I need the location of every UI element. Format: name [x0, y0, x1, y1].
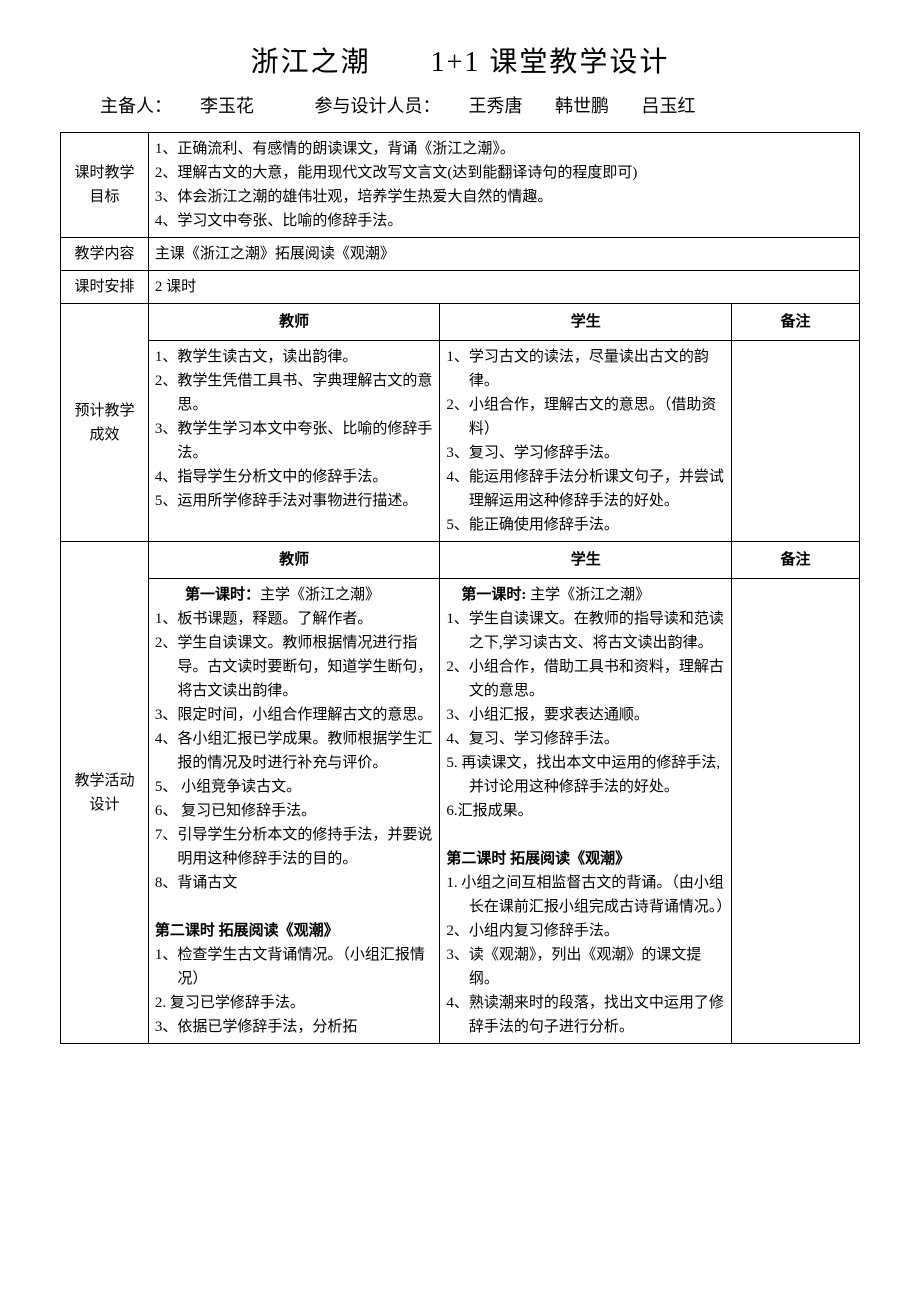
activity-teacher-item: 8、背诵古文 [155, 871, 433, 895]
activity-teacher-item: 3、限定时间，小组合作理解古文的意思。 [155, 703, 433, 727]
participant-2: 韩世鹏 [555, 96, 609, 116]
activity-student-item: 6.汇报成果。 [446, 799, 725, 823]
effect-student-item: 1、学习古文的读法，尽量读出古文的韵律。 [446, 345, 725, 393]
activity-student-item: 4、熟读潮来时的段落，找出文中运用了修辞手法的句子进行分析。 [446, 991, 725, 1039]
teacher-header: 教师 [148, 304, 439, 341]
page-title: 浙江之潮 1+1 课堂教学设计 [60, 40, 860, 80]
lesson2-heading: 第二课时 拓展阅读《观潮》 [155, 919, 433, 943]
activity-student-item: 5. 再读课文，找出本文中运用的修辞手法,并讨论用这种修辞手法的好处。 [446, 751, 725, 799]
activity-note-cell [732, 579, 860, 1044]
schedule-value: 2 课时 [148, 271, 859, 304]
effect-student-item: 5、能正确使用修辞手法。 [446, 513, 725, 537]
effect-note-cell [732, 341, 860, 542]
effect-label: 预计教学 成效 [61, 304, 149, 542]
activity-teacher-item: 2、学生自读课文。教师根据情况进行指导。古文读时要断句，知道学生断句，将古文读出… [155, 631, 433, 703]
preparer-name: 李玉花 [200, 96, 254, 116]
preparer-label: 主备人： [100, 96, 172, 116]
activity-student-cell: 第一课时: 主学《浙江之潮》 1、学生自读课文。在教师的指导读和范读之下,学习读… [440, 579, 732, 1044]
activity-header-row: 教学活动 设计 教师 学生 备注 [61, 542, 860, 579]
effect-teacher-item: 2、教学生凭借工具书、字典理解古文的意思。 [155, 369, 433, 417]
activity-content-row: 第一课时：主学《浙江之潮》 1、板书课题，释题。了解作者。 2、学生自读课文。教… [61, 579, 860, 1044]
lesson1-tail-student: 主学《浙江之潮》 [526, 587, 650, 603]
effect-student-item: 4、能运用修辞手法分析课文句子，并尝试理解运用这种修辞手法的好处。 [446, 465, 725, 513]
lesson-plan-table: 课时教学 目标 1、正确流利、有感情的朗读课文，背诵《浙江之潮》。 2、理解古文… [60, 132, 860, 1044]
goal-item: 1、正确流利、有感情的朗读课文，背诵《浙江之潮》。 [155, 137, 853, 161]
authors-line: 主备人： 李玉花 参与设计人员： 王秀唐 韩世鹏 吕玉红 [60, 92, 860, 118]
activity-student-item: 2、小组合作，借助工具书和资料，理解古文的意思。 [446, 655, 725, 703]
goals-content: 1、正确流利、有感情的朗读课文，背诵《浙江之潮》。 2、理解古文的大意，能用现代… [148, 133, 859, 238]
activity-student-item: 1. 小组之间互相监督古文的背诵。（由小组长在课前汇报小组完成古诗背诵情况。） [446, 871, 725, 919]
schedule-label: 课时安排 [61, 271, 149, 304]
activity-teacher-item: 2. 复习已学修辞手法。 [155, 991, 433, 1015]
effect-teacher-item: 5、运用所学修辞手法对事物进行描述。 [155, 489, 433, 513]
note-header-2: 备注 [732, 542, 860, 579]
activity-teacher-item: 1、检查学生古文背诵情况。（小组汇报情况） [155, 943, 433, 991]
participant-3: 吕玉红 [642, 96, 696, 116]
effect-teacher-item: 1、教学生读古文，读出韵律。 [155, 345, 433, 369]
activity-teacher-item: 7、引导学生分析本文的修持手法，并要说明用这种修辞手法的目的。 [155, 823, 433, 871]
goal-item: 3、体会浙江之潮的雄伟壮观，培养学生热爱大自然的情趣。 [155, 185, 853, 209]
lesson-plan-page: 浙江之潮 1+1 课堂教学设计 主备人： 李玉花 参与设计人员： 王秀唐 韩世鹏 吕… [0, 0, 920, 1084]
schedule-row: 课时安排 2 课时 [61, 271, 860, 304]
activity-student-item: 3、小组汇报，要求表达通顺。 [446, 703, 725, 727]
goals-row: 课时教学 目标 1、正确流利、有感情的朗读课文，背诵《浙江之潮》。 2、理解古文… [61, 133, 860, 238]
activity-teacher-item: 3、依据已学修辞手法，分析拓 [155, 1015, 433, 1039]
participants-label: 参与设计人员： [315, 96, 441, 116]
content-value: 主课《浙江之潮》拓展阅读《观潮》 [148, 238, 859, 271]
activity-label: 教学活动 设计 [61, 542, 149, 1044]
content-label: 教学内容 [61, 238, 149, 271]
effect-student-cell: 1、学习古文的读法，尽量读出古文的韵律。 2、小组合作，理解古文的意思。（借助资… [440, 341, 732, 542]
lesson1-heading-student: 第一课时: [446, 587, 526, 603]
effect-student-item: 3、复习、学习修辞手法。 [446, 441, 725, 465]
activity-teacher-item: 4、各小组汇报已学成果。教师根据学生汇报的情况及时进行补充与评价。 [155, 727, 433, 775]
effect-student-item: 2、小组合作，理解古文的意思。（借助资料） [446, 393, 725, 441]
effect-header-row: 预计教学 成效 教师 学生 备注 [61, 304, 860, 341]
activity-student-item: 1、学生自读课文。在教师的指导读和范读之下,学习读古文、将古文读出韵律。 [446, 607, 725, 655]
activity-teacher-cell: 第一课时：主学《浙江之潮》 1、板书课题，释题。了解作者。 2、学生自读课文。教… [148, 579, 439, 1044]
participant-1: 王秀唐 [469, 96, 523, 116]
lesson1-heading: 第一课时： [155, 587, 260, 603]
student-header: 学生 [440, 304, 732, 341]
lesson2-heading-student: 第二课时 拓展阅读《观潮》 [446, 847, 725, 871]
teacher-header-2: 教师 [148, 542, 439, 579]
activity-teacher-item: 1、板书课题，释题。了解作者。 [155, 607, 433, 631]
activity-teacher-item: 6、 复习已知修辞手法。 [155, 799, 433, 823]
effect-teacher-cell: 1、教学生读古文，读出韵律。 2、教学生凭借工具书、字典理解古文的意思。 3、教… [148, 341, 439, 542]
activity-student-item: 4、复习、学习修辞手法。 [446, 727, 725, 751]
effect-content-row: 1、教学生读古文，读出韵律。 2、教学生凭借工具书、字典理解古文的意思。 3、教… [61, 341, 860, 542]
activity-teacher-item: 5、 小组竞争读古文。 [155, 775, 433, 799]
goals-label: 课时教学 目标 [61, 133, 149, 238]
note-header: 备注 [732, 304, 860, 341]
content-row: 教学内容 主课《浙江之潮》拓展阅读《观潮》 [61, 238, 860, 271]
activity-student-item: 3、读《观潮》，列出《观潮》的课文提纲。 [446, 943, 725, 991]
activity-student-item: 2、小组内复习修辞手法。 [446, 919, 725, 943]
goal-item: 4、学习文中夸张、比喻的修辞手法。 [155, 209, 853, 233]
lesson1-tail: 主学《浙江之潮》 [260, 587, 380, 603]
effect-teacher-item: 4、指导学生分析文中的修辞手法。 [155, 465, 433, 489]
effect-teacher-item: 3、教学生学习本文中夸张、比喻的修辞手法。 [155, 417, 433, 465]
student-header-2: 学生 [440, 542, 732, 579]
goal-item: 2、理解古文的大意，能用现代文改写文言文(达到能翻译诗句的程度即可) [155, 161, 853, 185]
